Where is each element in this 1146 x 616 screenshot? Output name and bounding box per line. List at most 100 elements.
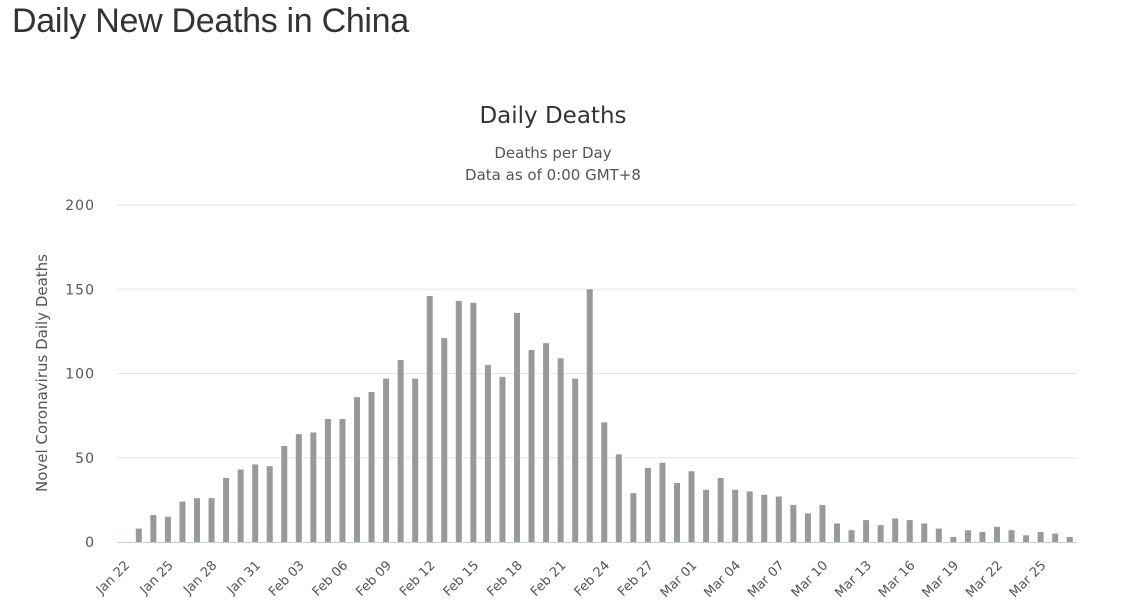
y-tick-label: 0 <box>85 535 95 551</box>
bar[interactable]: Feb 02: 57 <box>281 445 288 542</box>
y-axis-label: Novel Coronavirus Daily Deaths <box>33 254 51 492</box>
chart-subtitle-line-1: Deaths per Day <box>494 144 611 162</box>
bar[interactable]: Feb 08: 89 <box>368 392 375 542</box>
bar[interactable]: Jan 29: 38 <box>223 477 230 542</box>
x-tick-label: Feb 03 <box>266 558 308 600</box>
x-tick-label: Mar 22 <box>963 558 1006 601</box>
bar[interactable]: Feb 28: 47 <box>659 462 666 542</box>
x-tick-label: Mar 01 <box>658 558 701 601</box>
bar[interactable]: Feb 23: 150 <box>586 289 593 542</box>
grid-layer <box>117 204 1077 459</box>
bar[interactable]: Feb 05: 73 <box>324 418 331 542</box>
bar[interactable]: Feb 06: 73 <box>339 418 346 542</box>
bar[interactable]: Feb 15: 142 <box>470 302 477 542</box>
bar[interactable]: Jan 28: 26 <box>208 498 215 542</box>
bar[interactable]: Jan 23: 8 <box>135 528 142 542</box>
y-tick-label: 200 <box>65 198 95 214</box>
bar[interactable]: Mar 08: 22 <box>790 504 797 542</box>
bar[interactable]: Mar 06: 28 <box>761 494 768 542</box>
bar[interactable]: Jan 24: 16 <box>150 515 157 542</box>
bar[interactable]: Mar 19: 3 <box>950 536 957 542</box>
x-tick-label: Mar 07 <box>745 558 788 601</box>
bar[interactable]: Mar 04: 31 <box>732 489 739 542</box>
bar[interactable]: Mar 22: 9 <box>994 526 1000 542</box>
bar[interactable]: Mar 01: 42 <box>688 471 695 542</box>
bar[interactable]: Mar 02: 31 <box>703 489 710 542</box>
x-tick-label: Jan 25 <box>137 558 177 598</box>
bar[interactable]: Mar 07: 27 <box>775 496 782 542</box>
x-tick-label: Mar 19 <box>920 558 963 601</box>
x-tick-label: Feb 18 <box>484 558 526 600</box>
bar[interactable]: Mar 11: 11 <box>834 523 840 542</box>
bar[interactable]: Feb 14: 143 <box>455 301 462 542</box>
bar[interactable]: Mar 18: 8 <box>935 528 942 542</box>
x-tick-label: Jan 22 <box>93 558 133 598</box>
bar[interactable]: Feb 25: 52 <box>615 454 622 542</box>
bar[interactable]: Mar 25: 6 <box>1037 531 1044 542</box>
x-tick-label: Feb 12 <box>397 558 439 600</box>
bar[interactable]: Feb 24: 71 <box>601 422 608 542</box>
page-title: Daily New Deaths in China <box>12 2 409 40</box>
x-tick-label: Feb 24 <box>572 558 614 600</box>
x-tick-label: Mar 25 <box>1007 558 1050 601</box>
bar[interactable]: Mar 03: 38 <box>717 477 724 542</box>
bar[interactable]: Mar 13: 13 <box>863 520 870 542</box>
x-tick-label: Mar 13 <box>832 558 875 601</box>
bar[interactable]: Mar 10: 22 <box>819 504 826 542</box>
x-tick-label: Feb 06 <box>310 558 352 600</box>
bar[interactable]: Feb 22: 97 <box>572 378 579 542</box>
x-tick-label: Feb 15 <box>441 558 483 600</box>
bar[interactable]: Feb 09: 97 <box>383 378 390 542</box>
bar[interactable]: Feb 27: 44 <box>644 467 651 542</box>
bar[interactable]: Feb 18: 136 <box>514 312 520 542</box>
bar[interactable]: Mar 21: 6 <box>979 531 986 542</box>
x-tick-label: Mar 16 <box>876 558 919 601</box>
chart-title: Daily Deaths <box>479 103 626 129</box>
bar[interactable]: Feb 21: 109 <box>557 358 564 542</box>
bar[interactable]: Feb 16: 105 <box>484 365 491 542</box>
bar[interactable]: Mar 15: 14 <box>892 518 899 542</box>
bar[interactable]: Feb 10: 108 <box>397 360 404 542</box>
x-tick-label: Feb 27 <box>615 558 657 600</box>
bar[interactable]: Mar 14: 10 <box>877 525 884 542</box>
x-tick-label: Jan 28 <box>180 558 220 598</box>
bar[interactable]: Feb 26: 29 <box>630 493 637 542</box>
y-tick-label: 150 <box>65 282 95 298</box>
x-tick-label: Feb 21 <box>528 558 570 600</box>
x-tick-label: Jan 31 <box>224 558 264 598</box>
bar[interactable]: Mar 26: 5 <box>1052 533 1059 542</box>
bar[interactable]: Mar 12: 7 <box>848 530 855 542</box>
bar[interactable]: Feb 04: 65 <box>310 432 317 542</box>
x-tick-label: Mar 04 <box>701 558 744 601</box>
bar[interactable]: Feb 13: 121 <box>441 338 448 542</box>
bar[interactable]: Jan 30: 43 <box>237 469 244 542</box>
chart-subtitle-line-2: Data as of 0:00 GMT+8 <box>465 166 641 184</box>
bar[interactable]: Mar 20: 7 <box>964 530 971 542</box>
bar[interactable]: Mar 27: 3 <box>1066 536 1073 542</box>
bar[interactable]: Feb 20: 118 <box>543 343 550 542</box>
x-tick-label: Feb 09 <box>353 558 395 600</box>
bar[interactable]: Mar 09: 17 <box>804 513 811 542</box>
bar[interactable]: Jan 27: 26 <box>194 498 200 542</box>
bar[interactable]: Jan 25: 15 <box>164 516 171 542</box>
bar[interactable]: Mar 23: 7 <box>1008 530 1015 542</box>
bar[interactable]: Jan 26: 24 <box>179 501 186 542</box>
y-tick-label: 50 <box>75 451 95 467</box>
bar[interactable]: Feb 03: 64 <box>295 434 302 542</box>
bar[interactable]: Feb 17: 98 <box>499 376 506 542</box>
bar[interactable]: Feb 01: 45 <box>266 466 273 542</box>
bar[interactable]: Feb 19: 114 <box>528 349 535 542</box>
bar[interactable]: Jan 31: 46 <box>252 464 259 542</box>
bar[interactable]: Feb 29: 35 <box>674 483 680 542</box>
bar[interactable]: Feb 07: 86 <box>354 397 360 542</box>
bar[interactable]: Feb 12: 146 <box>426 295 433 542</box>
bar[interactable]: Mar 17: 11 <box>921 523 928 542</box>
bar[interactable]: Mar 24: 4 <box>1023 535 1030 542</box>
y-tick-label: 100 <box>65 367 95 383</box>
bar[interactable]: Feb 11: 97 <box>412 378 419 542</box>
bar[interactable]: Mar 05: 30 <box>746 491 753 542</box>
x-tick-label: Mar 10 <box>789 558 832 601</box>
bar[interactable]: Mar 16: 13 <box>906 520 913 542</box>
